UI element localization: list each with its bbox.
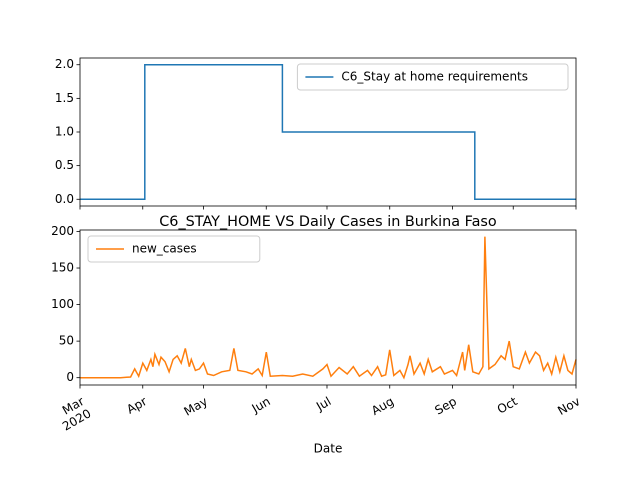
x-axis-label: Date — [314, 442, 343, 456]
x-tick-label: Apr — [124, 394, 149, 417]
y-tick-label: 2.0 — [55, 57, 74, 71]
x-tick-label: Mar2020 — [53, 394, 94, 434]
chart-title: C6_STAY_HOME VS Daily Cases in Burkina F… — [159, 214, 497, 230]
x-tick-label: May — [181, 394, 209, 419]
y-tick-label: 0 — [66, 370, 74, 384]
data-line — [80, 63, 576, 201]
x-tick-label: Jun — [248, 394, 272, 416]
legend-label: new_cases — [132, 242, 197, 256]
y-tick-label: 0.5 — [55, 158, 74, 172]
legend-box — [87, 235, 261, 263]
y-tick-label: 50 — [59, 334, 74, 348]
y-tick-label: 1.5 — [55, 91, 74, 105]
y-tick-label: 1.0 — [55, 125, 74, 139]
x-tick-label: Oct — [495, 394, 520, 417]
x-tick-label: Jul — [313, 394, 333, 414]
axes-frame — [79, 229, 577, 386]
legend-box — [296, 63, 569, 91]
axes-frame — [79, 57, 577, 207]
data-line — [80, 236, 577, 380]
x-tick-label: Aug — [369, 394, 396, 418]
x-tick-label: Sep — [432, 394, 459, 417]
y-tick-label: 200 — [51, 224, 74, 238]
y-tick-label: 150 — [51, 261, 74, 275]
y-tick-label: 0.0 — [55, 192, 74, 206]
y-tick-label: 100 — [51, 297, 74, 311]
x-tick-label: Nov — [555, 394, 582, 418]
legend-label: C6_Stay at home requirements — [341, 70, 528, 84]
